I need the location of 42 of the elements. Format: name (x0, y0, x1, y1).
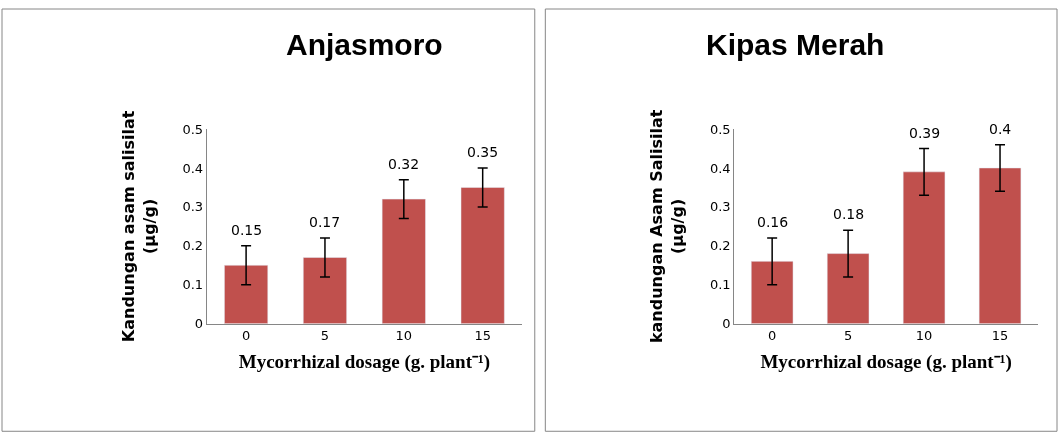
y-tick-label: 0.3 (709, 199, 731, 215)
data-label: 0.16 (757, 214, 789, 230)
bar (381, 198, 426, 324)
x-tick-label: 5 (843, 328, 853, 344)
x-tick-label: 10 (395, 328, 413, 344)
chart-title: Kipas Merah (706, 28, 885, 61)
data-label: 0.4 (989, 121, 1012, 137)
x-tick-label: 5 (320, 328, 330, 344)
data-label: 0.18 (833, 206, 865, 222)
bar (978, 167, 1022, 324)
y-tick-label: 0.4 (709, 160, 731, 176)
bar (460, 187, 505, 324)
y-tick-label: 0 (722, 316, 731, 332)
bar (826, 253, 870, 324)
y-axis-title: kandungan Asam Salisilat (µg/g) (646, 109, 687, 344)
chart-title: Anjasmoro (286, 28, 443, 61)
data-label: 0.35 (467, 144, 499, 160)
x-tick-label: 10 (915, 328, 933, 344)
x-axis-title: Mycorrhizal dosage (g. plant⁻¹) (238, 351, 491, 374)
y-tick-label: 0.4 (182, 160, 204, 176)
y-tick-label: 0.5 (709, 121, 731, 137)
data-label: 0.17 (309, 214, 341, 230)
x-axis-title: Mycorrhizal dosage (g. plant⁻¹) (760, 351, 1012, 374)
y-tick-label: 0.2 (709, 238, 731, 254)
x-tick-label: 0 (768, 328, 777, 344)
x-tick-label: 0 (241, 328, 251, 344)
y-tick-label: 0.3 (182, 199, 204, 215)
bar (751, 261, 794, 324)
bar (224, 265, 269, 324)
y-tick-label: 0.5 (182, 121, 204, 137)
data-label: 0.15 (231, 222, 263, 238)
x-tick-label: 15 (474, 328, 491, 344)
bar (902, 171, 946, 324)
y-tick-label: 0.1 (709, 277, 731, 293)
y-axis-title: Kandungan asam salisilat (µg/g) (119, 110, 160, 343)
y-tick-label: 0.1 (182, 277, 204, 293)
y-tick-label: 0.2 (182, 238, 204, 254)
bar (303, 257, 347, 324)
y-tick-label: 0 (194, 316, 204, 332)
x-tick-label: 15 (991, 328, 1009, 344)
data-label: 0.32 (388, 156, 420, 172)
data-label: 0.39 (909, 125, 941, 141)
